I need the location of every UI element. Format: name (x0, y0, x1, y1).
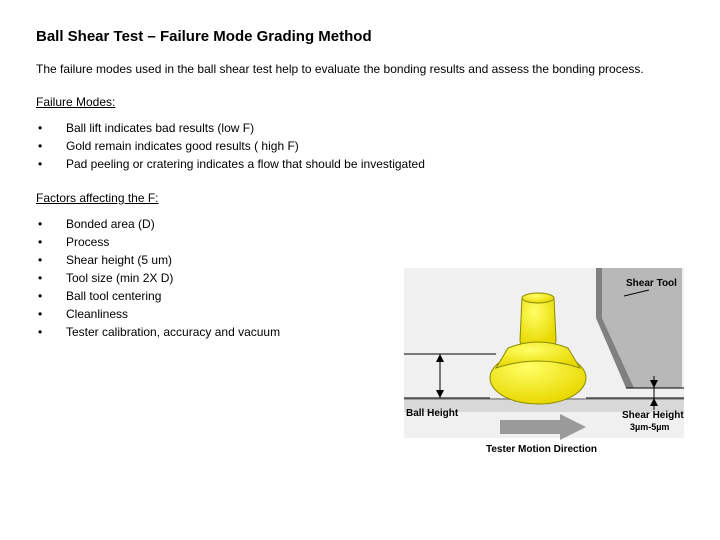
shear-height-label: Shear Height (622, 410, 684, 421)
list-item: Shear height (5 um) (36, 251, 684, 269)
list-item: Pad peeling or cratering indicates a flo… (36, 155, 684, 173)
motion-label: Tester Motion Direction (486, 444, 597, 455)
list-item: Ball lift indicates bad results (low F) (36, 119, 684, 137)
shear-test-diagram: Shear Tool (404, 268, 684, 468)
failure-modes-list: Ball lift indicates bad results (low F) … (36, 119, 684, 173)
list-item: Process (36, 233, 684, 251)
list-item: Gold remain indicates good results ( hig… (36, 137, 684, 155)
factors-heading: Factors affecting the F: (36, 191, 684, 205)
shear-tool-label: Shear Tool (626, 278, 677, 289)
shear-height-value: 3µm-5µm (630, 422, 669, 432)
list-item: Bonded area (D) (36, 215, 684, 233)
failure-modes-heading: Failure Modes: (36, 95, 684, 109)
ball-height-label: Ball Height (406, 408, 459, 419)
intro-text: The failure modes used in the ball shear… (36, 61, 684, 77)
page-title: Ball Shear Test – Failure Mode Grading M… (36, 28, 684, 45)
